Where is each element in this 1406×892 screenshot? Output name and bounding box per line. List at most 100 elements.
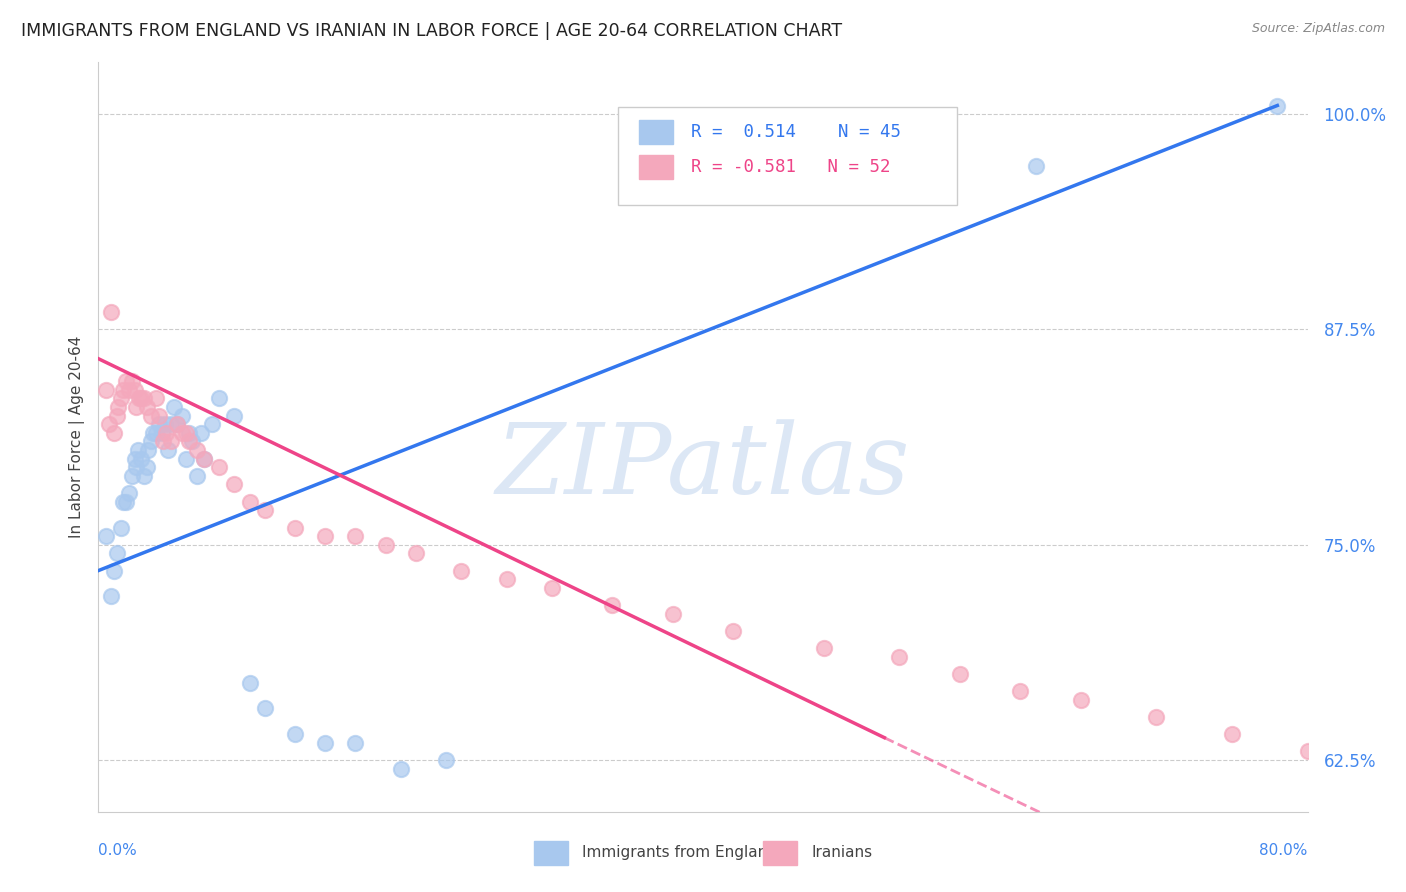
Point xyxy=(128,392,150,406)
Point xyxy=(253,503,276,517)
Point xyxy=(314,529,336,543)
Point xyxy=(1070,692,1092,706)
Point xyxy=(201,417,224,432)
Point xyxy=(152,434,174,449)
Text: Source: ZipAtlas.com: Source: ZipAtlas.com xyxy=(1251,22,1385,36)
Point xyxy=(142,425,165,440)
Point xyxy=(253,701,276,715)
Point xyxy=(105,546,128,560)
Point xyxy=(155,425,177,440)
Point xyxy=(114,494,136,508)
Point xyxy=(1296,744,1319,758)
Point xyxy=(1220,727,1243,741)
Point xyxy=(208,460,231,475)
Point xyxy=(1267,98,1289,112)
Point xyxy=(813,641,835,656)
Point xyxy=(239,675,262,690)
Point xyxy=(129,451,152,466)
Text: Iranians: Iranians xyxy=(811,846,873,861)
Point xyxy=(110,392,132,406)
Point xyxy=(153,417,176,432)
Point xyxy=(103,564,125,578)
Point xyxy=(174,425,197,440)
Point xyxy=(135,460,157,475)
Point xyxy=(150,425,173,440)
Point xyxy=(723,624,745,638)
Text: IMMIGRANTS FROM ENGLAND VS IRANIAN IN LABOR FORCE | AGE 20-64 CORRELATION CHART: IMMIGRANTS FROM ENGLAND VS IRANIAN IN LA… xyxy=(21,22,842,40)
Point xyxy=(179,434,201,449)
Point xyxy=(174,451,197,466)
Point xyxy=(949,667,972,681)
FancyBboxPatch shape xyxy=(619,107,957,205)
Point xyxy=(208,392,231,406)
FancyBboxPatch shape xyxy=(638,155,673,179)
Point xyxy=(98,417,121,432)
Point xyxy=(170,425,193,440)
Point xyxy=(141,434,163,449)
Point xyxy=(148,409,170,423)
Point xyxy=(124,451,146,466)
Point xyxy=(314,736,336,750)
Point xyxy=(284,727,307,741)
Point xyxy=(344,736,367,750)
Point xyxy=(1024,159,1046,173)
Point xyxy=(170,409,193,423)
Point xyxy=(127,442,149,457)
Point xyxy=(107,400,129,414)
FancyBboxPatch shape xyxy=(638,120,673,145)
Point xyxy=(121,468,143,483)
Text: R = -0.581   N = 52: R = -0.581 N = 52 xyxy=(690,159,890,177)
FancyBboxPatch shape xyxy=(763,841,797,865)
Point xyxy=(186,468,208,483)
Point xyxy=(111,494,134,508)
Point xyxy=(141,409,163,423)
FancyBboxPatch shape xyxy=(534,841,568,865)
Point xyxy=(405,546,427,560)
Point xyxy=(121,374,143,388)
Point xyxy=(602,598,624,612)
Point xyxy=(179,425,201,440)
Point xyxy=(160,417,183,432)
Point xyxy=(148,417,170,432)
Point xyxy=(434,753,457,767)
Point xyxy=(125,460,148,475)
Point xyxy=(889,649,911,664)
Text: 80.0%: 80.0% xyxy=(1260,843,1308,858)
Y-axis label: In Labor Force | Age 20-64: In Labor Force | Age 20-64 xyxy=(69,336,84,538)
Point xyxy=(124,383,146,397)
Point xyxy=(135,400,157,414)
Point xyxy=(100,590,122,604)
Point xyxy=(94,529,117,543)
Point xyxy=(224,409,246,423)
Point xyxy=(190,425,212,440)
Point xyxy=(344,529,367,543)
Point xyxy=(163,400,186,414)
Point xyxy=(160,434,183,449)
Point xyxy=(94,383,117,397)
Point xyxy=(118,486,141,500)
Point xyxy=(193,451,215,466)
Point xyxy=(193,451,215,466)
Point xyxy=(145,392,167,406)
Point xyxy=(103,425,125,440)
Point xyxy=(661,607,683,621)
Text: R =  0.514    N = 45: R = 0.514 N = 45 xyxy=(690,123,901,141)
Point xyxy=(186,442,208,457)
Point xyxy=(374,538,396,552)
Point xyxy=(239,494,262,508)
Point xyxy=(100,305,122,319)
Text: Immigrants from England: Immigrants from England xyxy=(582,846,778,861)
Point xyxy=(129,392,152,406)
Point xyxy=(111,383,134,397)
Point xyxy=(145,425,167,440)
Point xyxy=(389,762,412,776)
Point xyxy=(125,400,148,414)
Text: ZIPatlas: ZIPatlas xyxy=(496,419,910,515)
Point xyxy=(166,417,188,432)
Text: 0.0%: 0.0% xyxy=(98,843,138,858)
Point xyxy=(114,374,136,388)
Point xyxy=(495,572,517,586)
Point xyxy=(105,409,128,423)
Point xyxy=(156,442,179,457)
Point xyxy=(118,383,141,397)
